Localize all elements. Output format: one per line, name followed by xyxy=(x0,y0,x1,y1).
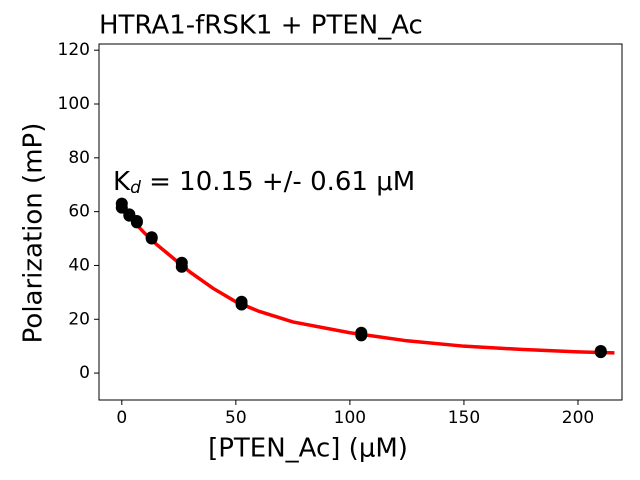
annotation: Kd = 10.15 +/- 0.61 μM xyxy=(113,167,415,199)
data-point xyxy=(235,298,248,311)
x-axis-label: [PTEN_Ac] (μM) xyxy=(208,434,408,464)
y-tick-label: 40 xyxy=(68,255,90,275)
data-point xyxy=(175,260,188,273)
y-tick-label: 80 xyxy=(68,148,90,168)
x-tick-label: 0 xyxy=(116,408,127,428)
data-point xyxy=(130,216,143,229)
fit-line xyxy=(120,205,615,355)
x-tick-label: 50 xyxy=(225,408,247,428)
annotation-main: K xyxy=(113,167,131,197)
x-tick-label: 200 xyxy=(562,408,594,428)
data-point xyxy=(594,346,607,359)
x-tick-label: 100 xyxy=(334,408,366,428)
y-tick-label: 0 xyxy=(79,363,90,383)
annotation-sub: d xyxy=(130,178,141,198)
plot-frame xyxy=(98,43,623,401)
y-axis-label: Polarization (mP) xyxy=(19,123,49,344)
y-tick-label: 120 xyxy=(58,40,90,60)
annotation-rest: = 10.15 +/- 0.61 μM xyxy=(141,167,415,197)
y-tick-label: 20 xyxy=(68,309,90,329)
x-tick-label: 150 xyxy=(448,408,480,428)
data-point xyxy=(355,329,368,342)
chart-title: HTRA1-fRSK1 + PTEN_Ac xyxy=(99,11,423,41)
data-point xyxy=(145,232,158,245)
y-tick-label: 100 xyxy=(58,94,90,114)
y-tick-label: 60 xyxy=(68,202,90,222)
